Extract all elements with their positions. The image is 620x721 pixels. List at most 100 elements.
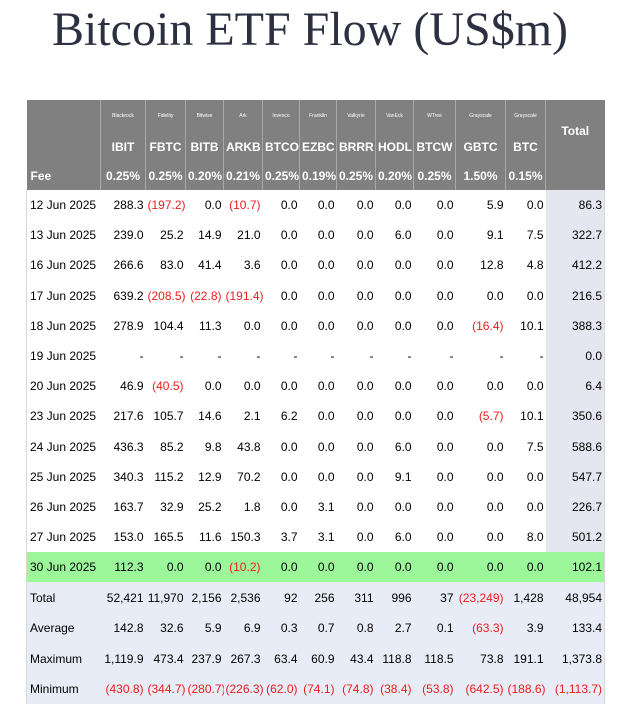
row-total-cell: 226.7 bbox=[545, 491, 605, 523]
flow-cell: 436.3 bbox=[100, 431, 146, 462]
flow-cell: 0.0 bbox=[413, 310, 456, 341]
flow-cell: (16.4) bbox=[455, 310, 506, 341]
flow-cell: 7.5 bbox=[505, 220, 546, 251]
summary-cell: 237.9 bbox=[185, 643, 224, 674]
summary-cell: 118.5 bbox=[413, 643, 456, 674]
flow-cell: 10.1 bbox=[505, 310, 546, 341]
fee-label: Fee bbox=[26, 161, 101, 190]
flow-cell: 0.0 bbox=[262, 552, 300, 583]
summary-cell: (188.6) bbox=[505, 673, 546, 705]
flow-cell: 0.0 bbox=[413, 461, 456, 492]
fee-value: 0.25% bbox=[145, 161, 186, 190]
ticker-header: HODL bbox=[375, 132, 414, 161]
flow-cell: 239.0 bbox=[100, 220, 146, 251]
flow-cell: 0.0 bbox=[336, 371, 376, 402]
flow-cell: 14.9 bbox=[185, 220, 224, 251]
flow-cell: 1.8 bbox=[223, 491, 263, 523]
flow-cell: - bbox=[185, 340, 224, 372]
flow-cell: 150.3 bbox=[223, 522, 263, 553]
flow-cell: (208.5) bbox=[145, 280, 186, 311]
flow-cell: - bbox=[375, 340, 414, 372]
table-row: 27 Jun 2025 153.0 165.5 11.6 150.3 3.7 3.1 0.0 6… bbox=[26, 522, 605, 553]
summary-row: Total 52,421 11,970 2,156 2,536 92 256 311 996 37… bbox=[26, 582, 605, 613]
summary-cell: 6.9 bbox=[223, 612, 263, 644]
flow-cell: 217.6 bbox=[100, 401, 146, 432]
fee-value: 0.25% bbox=[413, 161, 456, 190]
fee-value: 0.25% bbox=[100, 161, 146, 190]
summary-cell: 0.7 bbox=[299, 612, 337, 644]
flow-cell: 32.9 bbox=[145, 491, 186, 523]
flow-cell: 12.9 bbox=[185, 461, 224, 492]
flow-cell: 83.0 bbox=[145, 250, 186, 281]
flow-cell: 0.0 bbox=[336, 310, 376, 341]
summary-cell: (344.7) bbox=[145, 673, 186, 705]
flow-cell: 0.0 bbox=[505, 190, 546, 221]
date-cell: 19 Jun 2025 bbox=[26, 340, 101, 372]
flow-cell: 9.1 bbox=[455, 220, 506, 251]
summary-total-cell: 48,954 bbox=[545, 582, 605, 613]
flow-cell: 6.2 bbox=[262, 401, 300, 432]
flow-cell: 0.0 bbox=[262, 310, 300, 341]
flow-cell: 153.0 bbox=[100, 522, 146, 553]
flow-cell: 0.0 bbox=[223, 310, 263, 341]
summary-cell: 92 bbox=[262, 582, 300, 613]
flow-cell: - bbox=[299, 340, 337, 372]
summary-cell: 311 bbox=[336, 582, 376, 613]
flow-cell: (22.8) bbox=[185, 280, 224, 311]
flow-cell: 6.0 bbox=[375, 522, 414, 553]
flow-cell: 12.8 bbox=[455, 250, 506, 281]
fee-value: 0.21% bbox=[223, 161, 263, 190]
ticker-row: IBIT FBTC BITB ARKB BTCO EZBC BRRR HODL BTCW GBTC… bbox=[26, 132, 605, 161]
date-cell: 27 Jun 2025 bbox=[26, 522, 101, 553]
row-total-cell: 547.7 bbox=[545, 461, 605, 492]
row-total-cell: 0.0 bbox=[545, 340, 605, 372]
flow-cell: (191.4) bbox=[223, 280, 263, 311]
table-row: 26 Jun 2025 163.7 32.9 25.2 1.8 0.0 3.1 0.0 0.0 0… bbox=[26, 491, 605, 523]
fee-value: 0.20% bbox=[185, 161, 224, 190]
flow-cell: (10.2) bbox=[223, 552, 263, 583]
flow-cell: 0.0 bbox=[413, 190, 456, 221]
summary-cell: (53.8) bbox=[413, 673, 456, 705]
date-cell: 17 Jun 2025 bbox=[26, 280, 101, 311]
date-cell: 26 Jun 2025 bbox=[26, 491, 101, 523]
row-total-cell: 216.5 bbox=[545, 280, 605, 311]
ticker-header: BTCO bbox=[262, 132, 300, 161]
flow-cell: 70.2 bbox=[223, 461, 263, 492]
table-row: 13 Jun 2025 239.0 25.2 14.9 21.0 0.0 0.0 0.0 6.0… bbox=[26, 220, 605, 251]
ticker-header: GBTC bbox=[455, 132, 506, 161]
summary-total-cell: (1,113.7) bbox=[545, 673, 605, 705]
flow-cell: 0.0 bbox=[455, 491, 506, 523]
flow-cell: 2.1 bbox=[223, 401, 263, 432]
flow-cell: 0.0 bbox=[299, 280, 337, 311]
flow-cell: 0.0 bbox=[336, 401, 376, 432]
fee-value: 0.15% bbox=[505, 161, 546, 190]
flow-cell: - bbox=[505, 340, 546, 372]
flow-cell: 0.0 bbox=[299, 250, 337, 281]
flow-cell: 0.0 bbox=[455, 280, 506, 311]
summary-cell: 73.8 bbox=[455, 643, 506, 674]
flow-cell: 0.0 bbox=[413, 522, 456, 553]
issuer-name: Blackrock bbox=[100, 100, 146, 132]
flow-cell: 0.0 bbox=[505, 491, 546, 523]
issuer-name: Invesco bbox=[262, 100, 300, 132]
corner-cell bbox=[26, 132, 101, 161]
flow-cell: 3.6 bbox=[223, 250, 263, 281]
summary-label: Total bbox=[26, 582, 101, 613]
flow-cell: 0.0 bbox=[262, 461, 300, 492]
summary-cell: (62.0) bbox=[262, 673, 300, 705]
issuer-name: Franklin bbox=[299, 100, 337, 132]
flow-cell: 6.0 bbox=[375, 431, 414, 462]
flow-cell: 105.7 bbox=[145, 401, 186, 432]
flow-cell: 112.3 bbox=[100, 552, 146, 583]
flow-cell: - bbox=[336, 340, 376, 372]
flow-cell: 0.0 bbox=[262, 280, 300, 311]
flow-cell: 0.0 bbox=[336, 522, 376, 553]
summary-cell: 52,421 bbox=[100, 582, 146, 613]
flow-cell: (10.7) bbox=[223, 190, 263, 221]
flow-cell: 0.0 bbox=[375, 401, 414, 432]
table-row: 24 Jun 2025 436.3 85.2 9.8 43.8 0.0 0.0 0.0 6.0 0… bbox=[26, 431, 605, 462]
flow-cell: 7.5 bbox=[505, 431, 546, 462]
summary-cell: 60.9 bbox=[299, 643, 337, 674]
summary-cell: 142.8 bbox=[100, 612, 146, 644]
flow-cell: 0.0 bbox=[299, 371, 337, 402]
